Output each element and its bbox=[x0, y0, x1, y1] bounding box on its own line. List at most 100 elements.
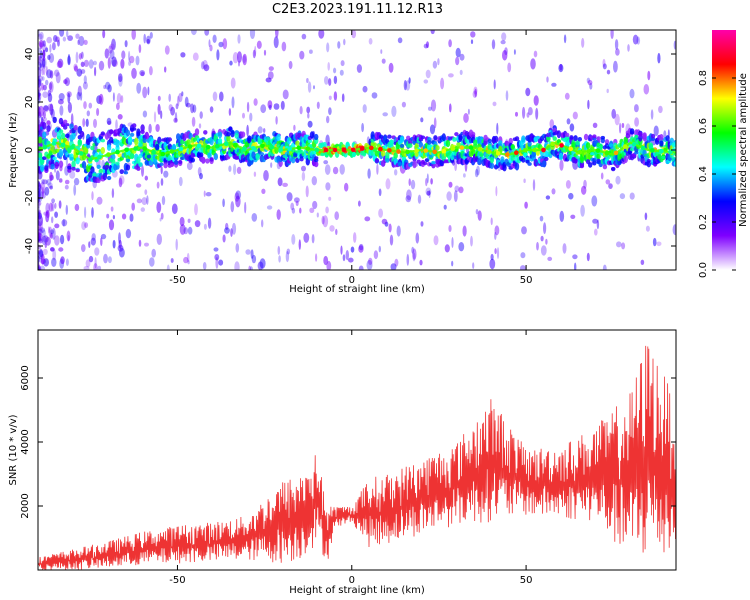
noise-speck bbox=[251, 254, 257, 264]
noise-speck bbox=[390, 263, 397, 270]
heatmap-cell bbox=[44, 165, 49, 172]
noise-speck bbox=[313, 85, 315, 90]
noise-speck bbox=[38, 77, 42, 87]
heatmap-cell bbox=[167, 154, 172, 162]
noise-speck bbox=[78, 53, 82, 60]
noise-speck bbox=[49, 174, 54, 181]
noise-speck bbox=[545, 195, 551, 200]
noise-speck bbox=[285, 251, 290, 263]
noise-speck bbox=[149, 32, 153, 39]
heatmap-cell bbox=[52, 156, 57, 161]
noise-speck bbox=[41, 68, 44, 76]
noise-speck bbox=[263, 170, 269, 182]
noise-speck bbox=[408, 77, 411, 84]
noise-speck bbox=[301, 171, 306, 181]
noise-speck bbox=[80, 51, 84, 59]
noise-speck bbox=[218, 259, 224, 266]
noise-speck bbox=[214, 254, 220, 261]
noise-speck bbox=[634, 104, 639, 113]
heatmap-cell bbox=[314, 158, 319, 163]
noise-speck bbox=[41, 56, 47, 69]
noise-speck bbox=[45, 79, 49, 86]
snr-series bbox=[38, 345, 676, 570]
noise-speck bbox=[449, 103, 452, 113]
colorbar-label: Normalized spectral amplitude bbox=[738, 73, 749, 227]
noise-speck bbox=[420, 221, 424, 227]
noise-speck bbox=[587, 79, 593, 86]
heatmap-cell bbox=[163, 162, 168, 169]
noise-speck bbox=[47, 54, 51, 61]
noise-speck bbox=[78, 35, 85, 47]
heatmap-cell bbox=[445, 139, 451, 148]
heatmap-cell bbox=[62, 125, 68, 130]
ridge-peak bbox=[160, 151, 166, 157]
noise-speck bbox=[341, 93, 345, 102]
noise-speck bbox=[253, 98, 258, 106]
noise-speck bbox=[523, 178, 526, 184]
heatmap-cell bbox=[106, 144, 112, 151]
noise-speck bbox=[587, 99, 590, 110]
noise-speck bbox=[430, 30, 435, 35]
noise-speck bbox=[42, 235, 49, 243]
noise-speck bbox=[209, 106, 214, 113]
noise-speck bbox=[574, 262, 577, 270]
noise-speck bbox=[231, 96, 235, 109]
noise-speck bbox=[323, 255, 329, 266]
noise-speck bbox=[90, 237, 97, 246]
noise-speck bbox=[368, 38, 373, 45]
heatmap-cell bbox=[65, 123, 70, 127]
noise-speck bbox=[339, 164, 345, 175]
noise-speck bbox=[318, 30, 325, 39]
noise-speck bbox=[358, 200, 361, 207]
noise-speck bbox=[242, 53, 247, 66]
heatmap-cell bbox=[435, 145, 440, 151]
noise-speck bbox=[38, 231, 42, 240]
heatmap-cell bbox=[600, 135, 605, 140]
heatmap-cell bbox=[527, 162, 532, 166]
heatmap-cell bbox=[629, 131, 635, 135]
noise-speck bbox=[179, 216, 185, 227]
heatmap-cell bbox=[412, 160, 417, 169]
noise-speck bbox=[192, 52, 199, 61]
ridge-peak bbox=[196, 143, 202, 149]
x-tick-label: 0 bbox=[349, 575, 355, 586]
noise-speck bbox=[164, 45, 170, 55]
heatmap-cell bbox=[127, 141, 133, 145]
heatmap-cell bbox=[132, 123, 137, 128]
ridge-peak bbox=[550, 141, 555, 147]
heatmap-cell bbox=[397, 161, 403, 167]
noise-speck bbox=[63, 79, 68, 85]
noise-speck bbox=[64, 184, 69, 190]
ridge-peak bbox=[541, 147, 546, 153]
noise-speck bbox=[615, 48, 620, 56]
heatmap-cell bbox=[596, 153, 601, 160]
heatmap-cell bbox=[433, 135, 438, 141]
noise-speck bbox=[328, 78, 332, 86]
ridge-peak bbox=[142, 146, 147, 151]
noise-speck bbox=[151, 248, 156, 258]
noise-speck bbox=[362, 104, 367, 113]
noise-speck bbox=[42, 40, 46, 47]
ridge-peak bbox=[97, 154, 102, 160]
noise-speck bbox=[50, 247, 55, 252]
noise-speck bbox=[412, 252, 416, 262]
noise-speck bbox=[606, 88, 609, 94]
noise-speck bbox=[117, 244, 124, 252]
noise-speck bbox=[366, 259, 373, 270]
noise-speck bbox=[222, 234, 226, 243]
heatmap-cell bbox=[71, 166, 76, 171]
heatmap-cell bbox=[579, 164, 585, 169]
noise-speck bbox=[39, 31, 44, 41]
heatmap-cell bbox=[452, 137, 457, 142]
noise-speck bbox=[121, 213, 127, 220]
noise-speck bbox=[335, 228, 338, 235]
noise-speck bbox=[41, 186, 44, 199]
noise-speck bbox=[48, 202, 54, 212]
noise-speck bbox=[120, 95, 124, 103]
noise-speck bbox=[59, 105, 64, 116]
heatmap-cell bbox=[646, 160, 651, 168]
heatmap-cell bbox=[255, 154, 260, 159]
noise-speck bbox=[458, 186, 464, 194]
noise-speck bbox=[528, 107, 533, 116]
noise-speck bbox=[186, 161, 193, 171]
